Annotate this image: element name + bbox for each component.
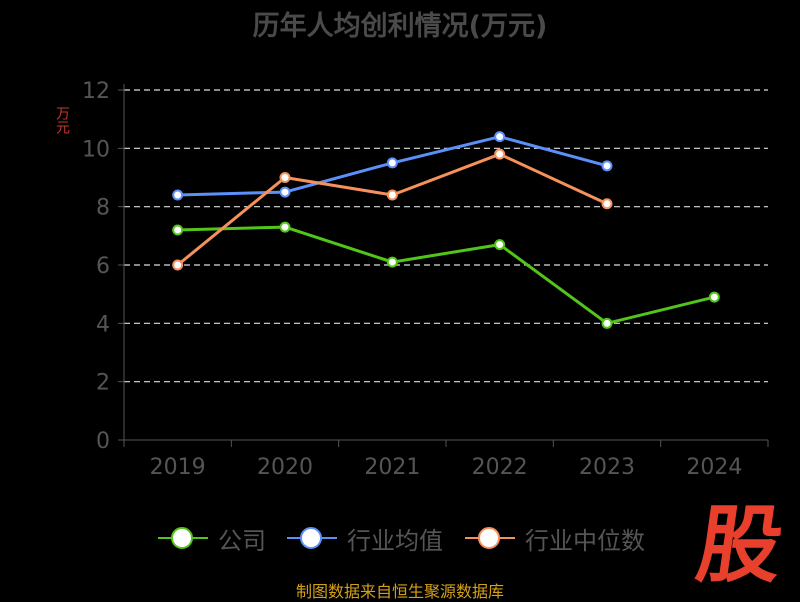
data-point	[601, 198, 613, 210]
data-point	[172, 189, 184, 201]
y-axis-label: 万元	[54, 106, 70, 134]
legend-item-company[interactable]: 公司	[158, 520, 266, 556]
data-source-note: 制图数据来自恒生聚源数据库	[295, 582, 504, 601]
x-tick-label: 2023	[579, 455, 635, 480]
data-point	[494, 131, 506, 143]
data-point	[494, 148, 506, 160]
x-tick-label: 2022	[472, 455, 528, 480]
series-line	[176, 152, 608, 267]
data-point	[279, 186, 291, 198]
x-tick-label: 2020	[257, 455, 313, 480]
data-point	[494, 239, 506, 251]
data-point	[386, 157, 398, 169]
data-point	[172, 259, 184, 271]
data-point	[601, 317, 613, 329]
data-point	[279, 172, 291, 183]
legend-label: 行业均值	[347, 526, 443, 555]
data-point	[601, 160, 613, 172]
y-tick-label: 12	[82, 79, 110, 104]
y-tick-label: 4	[96, 312, 110, 337]
data-point	[386, 189, 398, 201]
y-tick-label: 10	[82, 137, 110, 162]
logo: 股	[691, 496, 789, 594]
data-point	[386, 256, 398, 268]
y-tick-label: 6	[96, 254, 110, 279]
chart-title: 历年人均创利情况(万元)	[252, 11, 548, 42]
series-line	[177, 225, 715, 325]
x-tick-label: 2021	[364, 455, 420, 480]
legend-item-industry-mean[interactable]: 行业均值	[287, 520, 443, 556]
x-tick-label: 2019	[150, 455, 206, 480]
x-tick-label: 2024	[686, 455, 742, 480]
y-tick-label: 2	[96, 371, 110, 396]
data-point	[172, 224, 184, 236]
legend-line-icon	[465, 527, 515, 549]
chart-legend: 公司 行业均值 行业中位数	[0, 520, 800, 556]
legend-line-icon	[158, 527, 208, 549]
legend-item-industry-median[interactable]: 行业中位数	[465, 520, 645, 556]
y-tick-label: 8	[96, 196, 110, 221]
data-point	[708, 291, 720, 303]
legend-line-icon	[287, 527, 337, 549]
y-tick-label: 0	[96, 429, 110, 454]
legend-label: 公司	[218, 526, 266, 555]
legend-label: 行业中位数	[525, 526, 645, 555]
data-point	[279, 221, 291, 233]
